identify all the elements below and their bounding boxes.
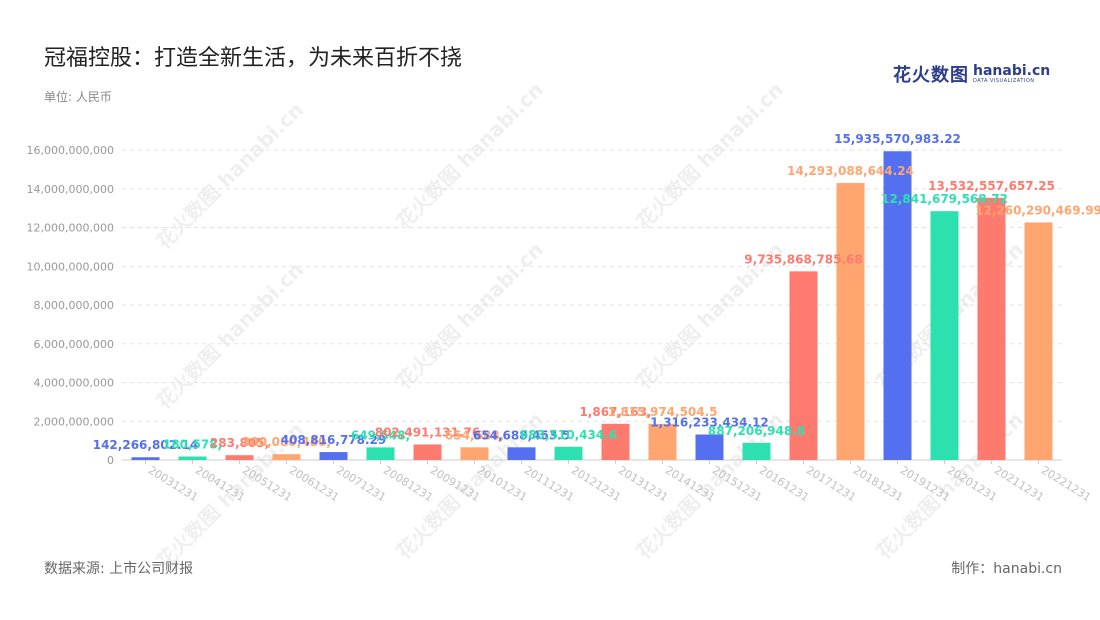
x-tick-label: 20111231	[522, 464, 576, 505]
x-tick-label: 20151231	[710, 464, 764, 505]
value-label: 300,080,480,	[242, 435, 331, 449]
value-labels: 142,266,802.14180,578,283,805,300,080,48…	[93, 132, 1100, 452]
value-label: 408,816,778.29	[281, 433, 387, 447]
x-tick-label: 20141231	[663, 464, 717, 505]
value-label: 1,867,163,	[579, 405, 651, 419]
y-axis: 0 2,000,000,000 4,000,000,000 6,000,000,000…	[27, 144, 1062, 467]
bar	[178, 456, 207, 460]
x-axis: 2003123120041231200512312006123120071231…	[145, 460, 1093, 505]
logo-english-text: hanabi.cn	[973, 63, 1051, 79]
bar	[460, 447, 489, 460]
y-tick-label: 2,000,000,000	[34, 415, 114, 428]
bar	[225, 455, 254, 460]
x-tick-label: 20031231	[146, 464, 200, 505]
bar	[272, 454, 301, 460]
data-source: 数据来源: 上市公司财报	[44, 561, 194, 577]
x-tick-label: 20161231	[757, 464, 811, 505]
x-tick-label: 20221231	[1039, 464, 1093, 505]
logo-subtitle: DATA VISUALIZATION	[973, 78, 1035, 84]
bar	[930, 211, 959, 460]
unit-label: 单位: 人民币	[44, 90, 112, 104]
bar	[883, 151, 912, 461]
x-tick-label: 20051231	[240, 464, 294, 505]
x-tick-label: 20171231	[804, 464, 858, 505]
y-tick-label: 14,000,000,000	[27, 183, 114, 196]
value-label: 1,815,974,504.5	[607, 405, 717, 419]
x-tick-label: 20181231	[851, 464, 905, 505]
x-tick-label: 20061231	[287, 464, 341, 505]
value-label: 180,578,	[163, 438, 222, 452]
bar	[601, 423, 630, 460]
bar	[977, 197, 1006, 460]
bar	[789, 271, 818, 460]
x-tick-label: 20101231	[475, 464, 529, 505]
x-tick-label: 20091231	[428, 464, 482, 505]
value-label: 887,206,948.8	[708, 424, 805, 438]
y-tick-label: 10,000,000,000	[27, 260, 114, 273]
y-tick-label: 0	[107, 454, 114, 467]
value-label: 654,688,453.5	[473, 428, 570, 442]
bar	[507, 447, 536, 460]
bar	[366, 447, 395, 460]
bar	[1024, 222, 1053, 460]
bars	[131, 151, 1053, 461]
x-tick-label: 20131231	[616, 464, 670, 505]
y-tick-label: 8,000,000,000	[34, 299, 114, 312]
x-tick-label: 20191231	[898, 464, 952, 505]
x-tick-label: 20071231	[334, 464, 388, 505]
bar	[742, 442, 771, 460]
brand-logo[interactable]: 花火数图 hanabi.cn DATA VISUALIZATION	[893, 61, 1050, 87]
y-tick-label: 6,000,000,000	[34, 338, 114, 351]
y-tick-label: 16,000,000,000	[27, 144, 114, 157]
value-label: 13,532,557,657.25	[928, 179, 1055, 193]
bar	[836, 183, 865, 460]
logo-chinese-text: 花火数图	[893, 65, 969, 86]
value-label: 802,491,131.76	[375, 425, 481, 439]
y-tick-label: 12,000,000,000	[27, 222, 114, 235]
x-tick-label: 20081231	[381, 464, 435, 505]
bar	[648, 423, 677, 460]
value-label: 683,510,434.6	[520, 428, 617, 442]
value-label: 12,260,290,469.99	[975, 203, 1100, 217]
y-tick-label: 4,000,000,000	[34, 377, 114, 390]
value-label: 9,735,868,785.68	[744, 252, 862, 266]
value-label: 14,293,088,644.24	[787, 164, 914, 178]
bar	[695, 434, 724, 460]
x-tick-label: 20121231	[569, 464, 623, 505]
value-label: 12,841,679,568.72	[881, 192, 1008, 206]
credit-link[interactable]: 制作：hanabi.cn	[951, 561, 1062, 577]
value-label: 15,935,570,983.22	[834, 132, 961, 146]
value-label: 283,805,	[210, 436, 269, 450]
value-label: 649,548,	[351, 428, 410, 442]
bar	[319, 452, 348, 460]
bar	[131, 457, 160, 460]
chart-title: 冠福控股：打造全新生活，为未来百折不挠	[44, 46, 463, 71]
x-tick-label: 20041231	[193, 464, 247, 505]
bar	[413, 444, 442, 460]
x-tick-label: 20211231	[992, 464, 1046, 505]
bar	[554, 446, 583, 460]
value-label: 654,688,	[445, 428, 504, 442]
value-label: 142,266,802.14	[93, 438, 199, 452]
value-label: 1,316,233,434.12	[650, 415, 768, 429]
x-tick-label: 20201231	[945, 464, 999, 505]
